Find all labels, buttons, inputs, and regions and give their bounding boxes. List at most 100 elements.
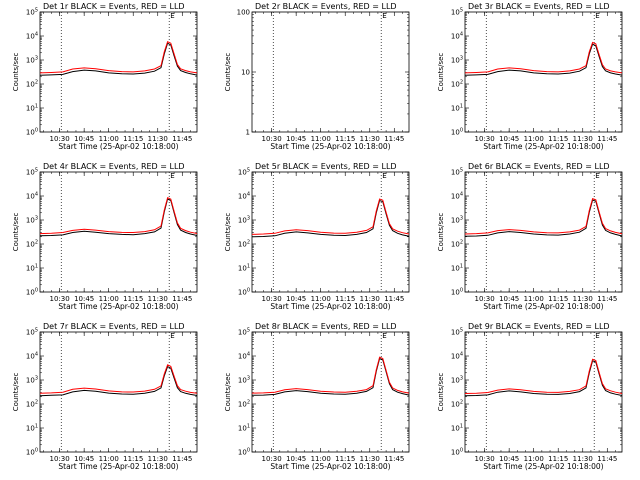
plot-frame	[251, 11, 410, 133]
series-line-lld	[464, 197, 623, 235]
x-tick-label: 11:15	[335, 135, 355, 143]
panel-title: Det 6r BLACK = Events, RED = LLD	[468, 162, 610, 171]
y-tick-label: 105	[451, 8, 463, 17]
interval-marker-label: E	[382, 172, 386, 180]
x-tick-label: 11:00	[99, 455, 119, 463]
series-line-events	[39, 365, 198, 397]
x-tick-label: 10:30	[50, 455, 70, 463]
x-tick-label: 10:45	[286, 295, 306, 303]
plot-frame	[464, 331, 623, 453]
detector-panel-1: Det 1r BLACK = Events, RED = LLD 100 101 10…	[12, 2, 198, 151]
x-tick-label: 11:15	[123, 455, 143, 463]
interval-marker-label: E	[170, 332, 174, 340]
x-tick-label: 11:30	[148, 135, 168, 143]
x-tick-label: 11:45	[172, 455, 192, 463]
x-tick-label: 11:00	[311, 135, 331, 143]
x-tick-label: 11:45	[384, 135, 404, 143]
detector-panel-6: Det 6r BLACK = Events, RED = LLD 100 101 10…	[437, 162, 623, 311]
y-tick-label: 105	[26, 328, 38, 337]
y-tick-label: 105	[451, 168, 463, 177]
x-tick-label: 10:45	[499, 455, 519, 463]
interval-marker-label: E	[170, 12, 174, 20]
y-axis-label: Counts/sec	[12, 213, 20, 252]
series-line-lld	[39, 364, 198, 394]
x-tick-label: 11:30	[360, 295, 380, 303]
x-tick-label: 11:15	[123, 135, 143, 143]
y-axis-label: Counts/sec	[437, 53, 445, 92]
x-axis-label: Start Time (25-Apr-02 10:18:00)	[483, 302, 603, 311]
x-tick-label: 10:30	[475, 295, 495, 303]
x-tick-label: 10:45	[74, 295, 94, 303]
panel-title: Det 1r BLACK = Events, RED = LLD	[43, 2, 185, 11]
x-tick-label: 11:00	[524, 455, 544, 463]
y-tick-label: 101	[238, 264, 250, 273]
detector-panel-9: Det 9r BLACK = Events, RED = LLD 100 101 10…	[437, 322, 623, 471]
series-line-lld	[251, 198, 410, 235]
x-tick-label: 11:00	[524, 295, 544, 303]
y-tick-label: 100	[26, 288, 38, 297]
y-tick-label: 103	[238, 216, 250, 225]
series-line-events	[251, 357, 410, 396]
panel-title: Det 9r BLACK = Events, RED = LLD	[468, 322, 610, 331]
series-line-lld	[464, 41, 623, 74]
x-tick-label: 11:00	[311, 295, 331, 303]
y-axis-label: Counts/sec	[12, 53, 20, 92]
panel-title: Det 3r BLACK = Events, RED = LLD	[468, 2, 610, 11]
detector-panel-3: Det 3r BLACK = Events, RED = LLD 100 101 10…	[437, 2, 623, 151]
x-tick-label: 10:30	[50, 295, 70, 303]
x-tick-label: 10:30	[50, 135, 70, 143]
x-axis-label: Start Time (25-Apr-02 10:18:00)	[270, 462, 390, 471]
panel-title: Det 8r BLACK = Events, RED = LLD	[255, 322, 397, 331]
y-tick-label: 103	[26, 56, 38, 65]
y-tick-label: 101	[26, 104, 38, 113]
x-axis-label: Start Time (25-Apr-02 10:18:00)	[483, 142, 603, 151]
y-tick-label: 105	[238, 168, 250, 177]
detector-panel-7: Det 7r BLACK = Events, RED = LLD 100 101 10…	[12, 322, 198, 471]
series-line-lld	[39, 41, 198, 74]
interval-marker-label: E	[382, 332, 386, 340]
detector-panel-8: Det 8r BLACK = Events, RED = LLD 100 101 10…	[224, 322, 410, 471]
x-tick-label: 10:45	[286, 135, 306, 143]
series-line-events	[464, 360, 623, 397]
y-tick-label: 101	[451, 104, 463, 113]
y-tick-label: 104	[26, 192, 38, 201]
plot-frame	[39, 331, 198, 453]
detector-panel-5: Det 5r BLACK = Events, RED = LLD 100 101 10…	[224, 162, 410, 311]
x-tick-label: 11:30	[573, 295, 593, 303]
x-axis-label: Start Time (25-Apr-02 10:18:00)	[58, 142, 178, 151]
y-tick-label: 100	[26, 448, 38, 457]
y-tick-label: 101	[451, 264, 463, 273]
plot-frame	[39, 11, 198, 133]
y-axis-label: Counts/sec	[437, 213, 445, 252]
panel-title: Det 4r BLACK = Events, RED = LLD	[43, 162, 185, 171]
y-axis-label: Counts/sec	[437, 373, 445, 412]
y-tick-label: 101	[26, 264, 38, 273]
y-tick-label: 100	[451, 288, 463, 297]
series-line-lld	[251, 356, 410, 394]
x-tick-label: 11:30	[148, 295, 168, 303]
y-tick-label: 104	[238, 352, 250, 361]
x-axis-label: Start Time (25-Apr-02 10:18:00)	[270, 142, 390, 151]
y-tick-label: 104	[26, 352, 38, 361]
y-tick-label: 101	[26, 424, 38, 433]
y-tick-label: 103	[26, 376, 38, 385]
y-tick-label: 105	[26, 168, 38, 177]
y-tick-label: 102	[238, 400, 250, 409]
y-tick-label: 1	[246, 129, 250, 137]
plot-frame	[39, 171, 198, 293]
plot-frame	[464, 171, 623, 293]
x-tick-label: 11:00	[99, 135, 119, 143]
plot-frame	[251, 331, 410, 453]
x-tick-label: 11:30	[148, 455, 168, 463]
series-line-lld	[39, 197, 198, 235]
y-tick-label: 101	[451, 424, 463, 433]
x-tick-label: 10:45	[499, 295, 519, 303]
plot-frame	[251, 171, 410, 293]
interval-marker-label: E	[595, 332, 599, 340]
y-tick-label: 103	[451, 56, 463, 65]
y-tick-label: 104	[238, 192, 250, 201]
y-axis-label: Counts/sec	[224, 53, 232, 92]
x-tick-label: 11:45	[172, 295, 192, 303]
y-tick-label: 103	[26, 216, 38, 225]
interval-marker-label: E	[595, 172, 599, 180]
